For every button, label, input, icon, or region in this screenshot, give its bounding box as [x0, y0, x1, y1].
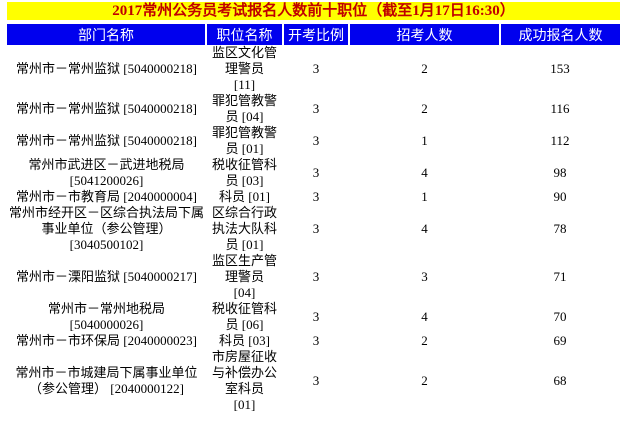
- recruit-count-cell: 1: [421, 133, 428, 148]
- applicant-count-cell: 116: [550, 101, 570, 116]
- column-header-ratio: 开考比例: [282, 24, 349, 45]
- ratio-cell: 3: [312, 333, 320, 348]
- recruit-count-cell: 2: [421, 333, 428, 348]
- position-cell: 监区生产管 理警员 [04]: [211, 253, 277, 300]
- department-cell: 常州市－溧阳监狱 [5040000217]: [16, 269, 197, 284]
- department-cell: 常州市－市教育局 [2040000004]: [16, 189, 197, 204]
- report-table-container: 2017常州公务员考试报名人数前十职位（截至1月17日16:30） 部门名称 职位…: [7, 2, 620, 413]
- department-cell: 常州市－常州监狱 [5040000218]: [16, 133, 197, 148]
- ratio-cell: 3: [312, 133, 320, 148]
- table-row: 常州市－市教育局 [2040000004] 科员 [01] 3 1 90: [7, 189, 620, 205]
- table-row: 常州市－市城建局下属事业单位 （参公管理） [2040000122] 市房屋征收 …: [7, 349, 620, 413]
- table-row: 常州市经开区－区综合执法局下属 事业单位（参公管理） [3040500102] 区…: [7, 205, 620, 253]
- ratio-cell: 3: [312, 101, 320, 116]
- recruit-count-cell: 4: [421, 309, 428, 324]
- department-cell: 常州市－市城建局下属事业单位 （参公管理） [2040000122]: [15, 365, 198, 396]
- position-cell: 科员 [03]: [219, 333, 270, 348]
- table-row: 常州市－市环保局 [2040000023] 科员 [03] 3 2 69: [7, 333, 620, 349]
- department-cell: 常州市－常州监狱 [5040000218]: [16, 101, 197, 116]
- table-row: 常州市－常州监狱 [5040000218] 罪犯管教警 员 [04] 3 2 116: [7, 93, 620, 125]
- column-header-applicants: 成功报名人数: [499, 24, 620, 45]
- department-cell: 常州市经开区－区综合执法局下属 事业单位（参公管理） [3040500102]: [8, 205, 204, 252]
- recruit-count-cell: 3: [421, 269, 428, 284]
- recruit-count-cell: 2: [421, 61, 428, 76]
- table-row: 常州市－常州地税局 [5040000026] 税收征管科 员 [06] 3 4 70: [7, 301, 620, 333]
- applicant-count-cell: 78: [553, 221, 567, 236]
- ratio-cell: 3: [312, 61, 320, 76]
- applicant-count-cell: 70: [553, 309, 567, 324]
- ratio-cell: 3: [312, 165, 320, 180]
- table-row: 常州市－溧阳监狱 [5040000217] 监区生产管 理警员 [04] 3 3 71: [7, 253, 620, 301]
- department-cell: 常州市－常州地税局 [5040000026]: [47, 301, 165, 332]
- header-row: 部门名称 职位名称 开考比例 招考人数 成功报名人数: [7, 24, 620, 45]
- recruit-count-cell: 2: [421, 101, 428, 116]
- positions-table: 部门名称 职位名称 开考比例 招考人数 成功报名人数 常州市－常州监狱 [5040000…: [7, 24, 620, 413]
- department-cell: 常州市－常州监狱 [5040000218]: [16, 61, 197, 76]
- table-row: 常州市武进区－武进地税局 [5041200026] 税收征管科 员 [03] 3 4 9…: [7, 157, 620, 189]
- applicant-count-cell: 90: [553, 189, 567, 204]
- page-title: 2017常州公务员考试报名人数前十职位（截至1月17日16:30）: [7, 2, 620, 20]
- applicant-count-cell: 112: [550, 133, 570, 148]
- ratio-cell: 3: [312, 221, 320, 236]
- recruit-count-cell: 4: [421, 221, 428, 236]
- column-header-department: 部门名称: [7, 24, 206, 45]
- position-cell: 区综合行政 执法大队科 员 [01]: [211, 205, 277, 252]
- column-header-recruits: 招考人数: [348, 24, 500, 45]
- table-row: 常州市－常州监狱 [5040000218] 罪犯管教警 员 [01] 3 1 112: [7, 125, 620, 157]
- table-header: 部门名称 职位名称 开考比例 招考人数 成功报名人数: [7, 24, 620, 45]
- department-cell: 常州市－市环保局 [2040000023]: [16, 333, 197, 348]
- ratio-cell: 3: [312, 309, 320, 324]
- recruit-count-cell: 4: [421, 165, 428, 180]
- position-cell: 税收征管科 员 [06]: [211, 301, 277, 332]
- recruit-count-cell: 2: [421, 373, 428, 388]
- position-cell: 罪犯管教警 员 [04]: [211, 93, 277, 124]
- position-cell: 监区文化管 理警员 [11]: [211, 45, 277, 92]
- ratio-cell: 3: [312, 189, 320, 204]
- applicant-count-cell: 98: [553, 165, 567, 180]
- ratio-cell: 3: [312, 373, 320, 388]
- position-cell: 税收征管科 员 [03]: [211, 157, 277, 188]
- recruit-count-cell: 1: [421, 189, 428, 204]
- applicant-count-cell: 69: [553, 333, 567, 348]
- column-header-position: 职位名称: [205, 24, 283, 45]
- position-cell: 科员 [01]: [219, 189, 270, 204]
- table-body: 常州市－常州监狱 [5040000218] 监区文化管 理警员 [11] 3 2 153…: [7, 45, 620, 413]
- department-cell: 常州市武进区－武进地税局 [5041200026]: [28, 157, 185, 188]
- ratio-cell: 3: [312, 269, 320, 284]
- applicant-count-cell: 153: [550, 61, 570, 76]
- applicant-count-cell: 71: [553, 269, 567, 284]
- table-row: 常州市－常州监狱 [5040000218] 监区文化管 理警员 [11] 3 2 153: [7, 45, 620, 93]
- applicant-count-cell: 68: [553, 373, 567, 388]
- position-cell: 罪犯管教警 员 [01]: [211, 125, 277, 156]
- position-cell: 市房屋征收 与补偿办公 室科员 [01]: [211, 349, 277, 412]
